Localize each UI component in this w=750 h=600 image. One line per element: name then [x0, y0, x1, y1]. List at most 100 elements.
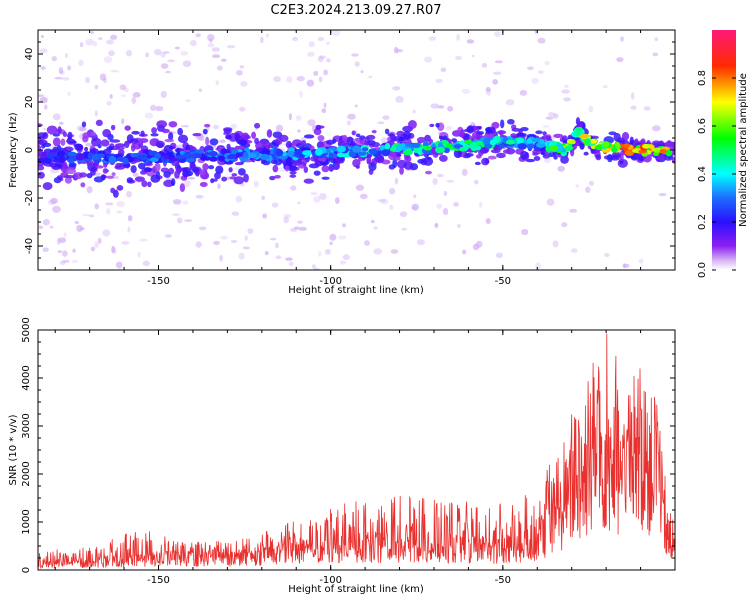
noise-speck	[132, 172, 139, 177]
noise-speck	[67, 65, 72, 71]
noise-speck	[40, 66, 46, 70]
ridge-blob	[665, 149, 673, 157]
ridge-blob	[498, 143, 505, 149]
noise-speck	[264, 251, 269, 256]
snr-y-tick-label: 3000	[21, 413, 32, 438]
noise-speck	[219, 139, 226, 144]
noise-speck	[494, 60, 503, 64]
noise-speck	[238, 252, 245, 260]
ridge-blob	[575, 126, 583, 132]
snr-y-ticks: 0 1000 2000 3000 4000 5000	[21, 317, 675, 573]
cloud-blob	[335, 157, 342, 165]
noise-speck	[131, 96, 137, 104]
ridge-blob	[66, 151, 77, 156]
noise-speck	[437, 105, 445, 109]
cloud-blob	[351, 130, 356, 136]
noise-speck	[174, 46, 180, 50]
noise-speck	[207, 34, 215, 42]
ridge-blob	[185, 157, 195, 163]
spectrogram-y-ticks: -40 -20 0 20 40	[24, 29, 675, 271]
cloud-blob	[134, 176, 146, 182]
noise-speck	[215, 80, 219, 86]
noise-speck	[111, 245, 116, 254]
cloud-blob	[114, 143, 126, 148]
cloud-blob	[397, 136, 405, 142]
cloud-blob	[147, 181, 152, 188]
cloud-blob	[209, 138, 219, 146]
noise-speck	[317, 55, 324, 63]
ridge-blob	[208, 150, 218, 157]
ridge-blob	[443, 147, 450, 154]
cloud-blob	[289, 174, 297, 178]
noise-speck	[373, 248, 382, 255]
noise-speck	[319, 192, 327, 200]
cloud-blob	[84, 146, 89, 152]
ridge-blob	[404, 148, 413, 156]
cloud-blob	[301, 140, 307, 145]
snr-x-tick-label: -150	[147, 575, 170, 586]
noise-speck	[271, 202, 279, 208]
cloud-blob	[52, 137, 61, 147]
noise-speck	[445, 125, 453, 131]
noise-speck	[44, 104, 48, 110]
spectrogram-y-tick-label: -40	[24, 238, 35, 254]
cloud-blob	[130, 143, 136, 152]
noise-speck	[64, 52, 69, 59]
cloud-blob	[140, 170, 147, 175]
cloud-blob	[111, 172, 116, 177]
cloud-blob	[38, 132, 47, 139]
ridge-blob	[489, 139, 497, 146]
cloud-blob	[208, 165, 215, 170]
noise-speck	[189, 40, 197, 47]
cloud-blob	[396, 130, 405, 137]
noise-speck	[230, 123, 238, 129]
ridge-blob	[395, 145, 402, 153]
cloud-blob	[438, 154, 448, 162]
noise-speck	[326, 41, 330, 46]
cloud-blob	[303, 134, 315, 139]
ridge-blob	[226, 154, 237, 160]
ridge-blob	[536, 142, 546, 148]
noise-speck	[54, 76, 63, 80]
spectrogram-panel: -150 -100 -50 -40 -20 0 20 40 Height of straig…	[8, 29, 676, 296]
cloud-blob	[459, 129, 465, 138]
noise-speck	[115, 261, 123, 269]
cloud-blob	[313, 127, 322, 136]
cloud-blob	[78, 172, 88, 178]
ridge-blob	[384, 142, 391, 150]
noise-speck	[623, 263, 630, 268]
colorbar-tick-label: 0.8	[697, 70, 708, 86]
ridge-blob	[622, 143, 631, 148]
noise-speck	[103, 77, 107, 84]
noise-speck	[546, 198, 555, 206]
cloud-blob	[201, 168, 206, 176]
cloud-blob	[399, 166, 404, 175]
cloud-blob	[511, 128, 522, 132]
noise-speck	[313, 267, 320, 270]
cloud-blob	[314, 158, 320, 165]
noise-speck	[401, 227, 407, 231]
cloud-blob	[109, 139, 121, 143]
cloud-blob	[303, 166, 309, 173]
cloud-blob	[82, 132, 90, 139]
noise-speck	[121, 118, 125, 125]
cloud-blob	[46, 125, 58, 135]
snr-y-tick-label: 1000	[21, 509, 32, 534]
cloud-blob	[154, 162, 161, 172]
ridge-blob	[348, 150, 356, 158]
noise-speck	[377, 198, 387, 203]
noise-speck	[116, 210, 123, 214]
ridge-blob	[108, 155, 117, 164]
cloud-blob	[384, 128, 390, 135]
cloud-blob	[202, 163, 209, 171]
cloud-blob	[517, 132, 527, 137]
cloud-blob	[131, 130, 140, 135]
ridge-blob	[122, 157, 129, 165]
cloud-blob	[474, 161, 481, 166]
cloud-blob	[177, 127, 184, 136]
noise-speck	[294, 226, 300, 230]
ridge-blob	[47, 153, 55, 160]
noise-speck	[116, 200, 125, 207]
noise-speck	[318, 250, 322, 258]
